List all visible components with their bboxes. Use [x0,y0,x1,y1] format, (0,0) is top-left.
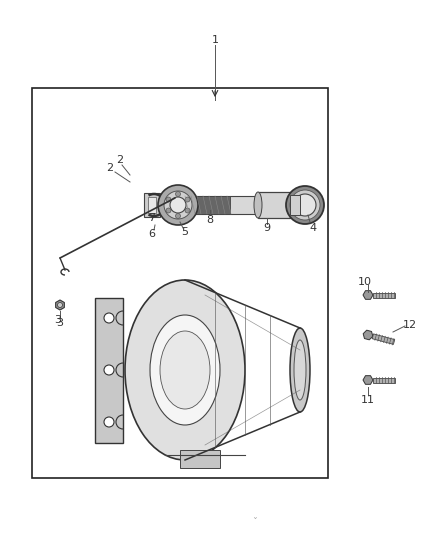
Text: 6: 6 [148,229,155,239]
Text: 10: 10 [358,277,372,287]
Circle shape [104,417,114,427]
Text: 2: 2 [117,155,124,165]
Text: 9: 9 [263,223,271,233]
Bar [144,193,160,217]
Circle shape [104,365,114,375]
Circle shape [170,197,186,213]
Circle shape [286,186,324,224]
Circle shape [176,191,180,197]
Circle shape [176,214,180,219]
Bar [155,196,258,214]
Circle shape [166,197,171,202]
Circle shape [164,191,192,219]
Text: 1: 1 [212,35,219,45]
Text: 4: 4 [309,223,317,233]
Circle shape [166,208,171,213]
Text: 3: 3 [57,318,64,328]
Bar [290,195,300,215]
Bar [95,298,123,443]
Ellipse shape [290,328,310,412]
Ellipse shape [150,315,220,425]
Circle shape [294,194,316,216]
Text: 2: 2 [106,163,113,173]
Polygon shape [363,376,373,384]
Circle shape [57,303,63,308]
Polygon shape [363,290,373,300]
Bar [258,192,290,218]
Circle shape [290,190,320,220]
Circle shape [185,208,190,213]
Text: 7: 7 [148,213,155,223]
Ellipse shape [125,280,245,460]
Text: 5: 5 [181,227,188,237]
Polygon shape [372,334,395,344]
Bar [185,196,230,214]
Bar [180,450,220,468]
Text: 11: 11 [361,395,375,405]
Bar [32,88,328,478]
Text: 3: 3 [54,315,61,325]
Ellipse shape [294,340,306,400]
Ellipse shape [160,331,210,409]
Text: 12: 12 [403,320,417,330]
Circle shape [104,313,114,323]
Bar [151,194,157,216]
Text: ˇ: ˇ [253,518,258,528]
Circle shape [185,197,190,202]
Circle shape [158,185,198,225]
Polygon shape [56,300,64,310]
Polygon shape [373,377,395,383]
Polygon shape [363,330,373,340]
Polygon shape [373,293,395,297]
Ellipse shape [254,192,262,218]
Text: 8: 8 [206,215,214,225]
Bar [148,197,156,213]
